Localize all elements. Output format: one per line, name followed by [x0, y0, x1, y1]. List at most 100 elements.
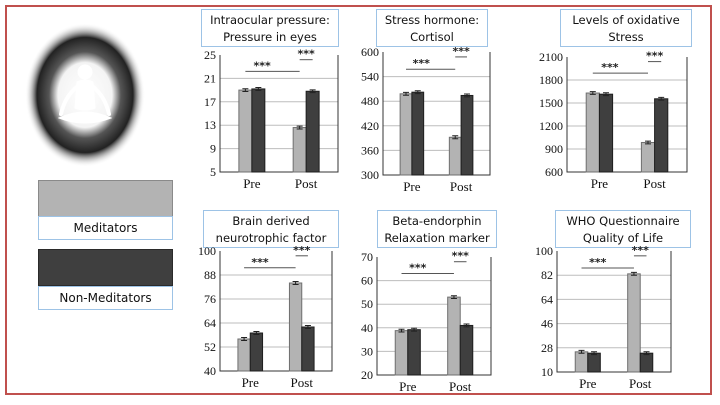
y-tick-label: 82 [541, 268, 553, 282]
y-tick-label: 1500 [539, 96, 563, 110]
y-tick-label: 46 [541, 317, 553, 331]
y-tick-label: 50 [361, 297, 373, 311]
significance-marker: *** [646, 50, 664, 63]
bar-non-meditators [305, 90, 320, 173]
y-tick-label: 52 [204, 340, 216, 354]
bar-meditators [238, 89, 253, 173]
cortisol-chart: 600 540 480 420 360 300 Pre Post *** *** [361, 45, 491, 194]
bar-non-meditators [654, 98, 669, 173]
significance-marker: *** [298, 48, 316, 61]
y-tick-label: 540 [361, 70, 379, 84]
y-tick-label: 480 [361, 94, 379, 108]
error-bar [463, 323, 470, 328]
y-tick-label: 600 [545, 165, 563, 179]
x-category-label: Pre [243, 176, 261, 191]
bar-meditators [288, 282, 303, 372]
significance-marker: *** [293, 244, 311, 257]
significance-marker: *** [253, 59, 271, 72]
y-tick-label: 28 [541, 341, 553, 355]
chart-title-bdnf: Brain derived neurotrophic factor [203, 210, 339, 248]
significance-marker: *** [452, 250, 470, 263]
y-tick-label: 10 [541, 365, 553, 379]
y-tick-label: 17 [204, 95, 216, 109]
non-meditators-legend-label: Non-Meditators [38, 286, 173, 310]
x-category-label: Post [450, 179, 473, 194]
x-category-label: Post [629, 376, 652, 391]
y-tick-label: 9 [210, 142, 216, 156]
error-bar [643, 351, 650, 356]
y-tick-label: 900 [545, 142, 563, 156]
significance-marker: *** [589, 256, 607, 269]
error-bar [591, 351, 598, 356]
chart-title-line: Brain derived [232, 214, 310, 228]
chart-title-line: Quality of Life [582, 231, 664, 245]
significance-marker: *** [452, 45, 470, 58]
chart-title-line: Stress [608, 30, 644, 44]
significance-marker: *** [413, 57, 431, 70]
error-bar [292, 281, 299, 285]
error-bar [296, 125, 303, 130]
bar-non-meditators [639, 352, 654, 373]
chart-title-line: neurotrophic factor [215, 231, 327, 245]
y-tick-label: 21 [204, 71, 216, 85]
y-tick-label: 25 [204, 48, 216, 62]
chart-title-cortisol: Stress hormone: Cortisol [376, 9, 488, 47]
chart-title-line: Intraocular pressure: [210, 13, 330, 27]
bar-non-meditators [407, 329, 421, 376]
chart-title-line: Beta-endorphin [392, 214, 482, 228]
x-category-label: Post [643, 176, 666, 191]
bar-meditators [237, 338, 251, 372]
y-tick-label: 88 [204, 268, 216, 282]
chart-title-intraocular: Intraocular pressure: Pressure in eyes [201, 9, 339, 47]
chart-title-line: Cortisol [410, 30, 454, 44]
bar-non-meditators [587, 352, 601, 373]
plot-axes [219, 55, 339, 173]
significance-marker: *** [409, 262, 427, 275]
bar-non-meditators [459, 324, 474, 376]
error-bar [450, 295, 457, 300]
x-category-label: Pre [399, 379, 417, 394]
error-bar [630, 271, 637, 276]
error-bar [645, 140, 651, 145]
beta-endorphin-chart: 70 60 50 40 30 20 Pre Post *** *** [361, 250, 492, 394]
meditators-legend-swatch [38, 180, 173, 217]
chart-title-oxidative: Levels of oxidative Stress [560, 9, 692, 47]
error-bar [411, 327, 418, 332]
bdnf-chart: 100 88 76 64 52 40 Pre Post *** *** [198, 244, 333, 390]
y-tick-label: 64 [541, 292, 553, 306]
y-tick-label: 1800 [539, 73, 563, 87]
chart-title-beta-endorphin: Beta-endorphin Relaxation marker [377, 210, 497, 248]
y-tick-label: 70 [361, 250, 373, 264]
bar-non-meditators [251, 88, 266, 173]
y-tick-label: 60 [361, 274, 373, 288]
y-tick-label: 100 [198, 244, 216, 258]
error-bar [452, 135, 459, 140]
x-category-label: Post [291, 375, 314, 390]
meditation-figure-icon [25, 23, 145, 167]
meditators-legend-label: Meditators [38, 216, 173, 240]
x-category-label: Pre [591, 176, 609, 191]
bar-meditators [585, 92, 600, 173]
error-bar [309, 89, 316, 94]
y-tick-label: 5 [210, 165, 216, 179]
y-tick-label: 2100 [539, 50, 563, 64]
y-tick-label: 40 [361, 321, 373, 335]
oxidative-stress-chart: 2100 1800 1500 1200 900 600 Pre Post *** *** [539, 50, 688, 191]
chart-title-who-qol: WHO Questionnaire Quality of Life [555, 210, 691, 248]
error-bar [589, 91, 596, 95]
y-tick-label: 600 [361, 45, 379, 59]
bar-meditators [394, 330, 409, 376]
bar-non-meditators [249, 332, 264, 372]
error-bar [255, 87, 262, 91]
error-bar [658, 96, 665, 101]
plot-axes [556, 251, 672, 373]
y-tick-label: 360 [361, 143, 379, 157]
bar-non-meditators [598, 93, 614, 173]
who-qol-chart: 100 82 64 46 28 10 Pre Post *** *** [535, 244, 672, 391]
chart-title-line: Relaxation marker [384, 231, 490, 245]
bar-meditators [292, 127, 307, 173]
plot-axes [566, 57, 688, 173]
error-bar [241, 337, 248, 341]
x-category-label: Pre [242, 375, 260, 390]
bar-non-meditators [301, 326, 315, 372]
